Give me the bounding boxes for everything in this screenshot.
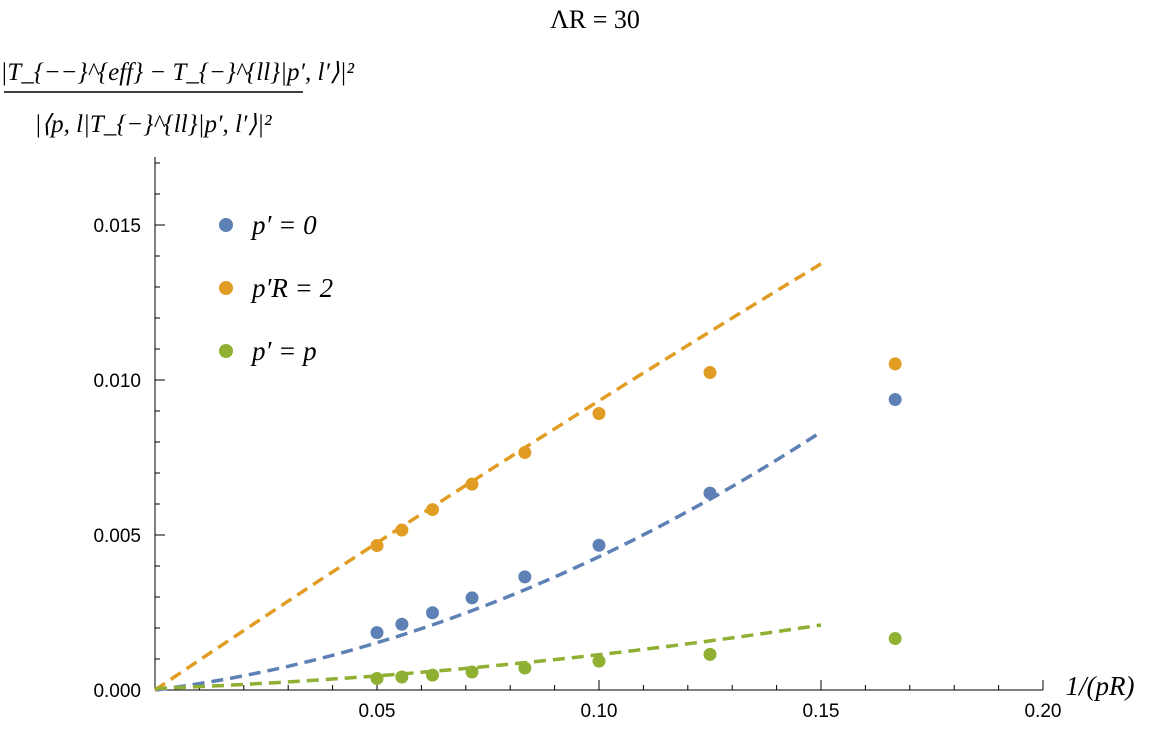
legend-marker xyxy=(219,218,233,232)
data-point-series-0 xyxy=(518,570,532,584)
data-point-series-2 xyxy=(703,647,717,661)
fit-lines xyxy=(154,262,822,692)
y-label-denominator: |⟨p, l|T_{−}^{ll}|p′, l′⟩|² xyxy=(34,111,272,138)
data-point-series-0 xyxy=(888,393,902,407)
y-label-numerator: |⟨p, l|T_{−−}^{eff} − T_{−}^{ll}|p′, l′⟩… xyxy=(0,59,355,86)
data-point-series-2 xyxy=(370,672,384,686)
data-point-series-2 xyxy=(888,632,902,646)
x-tick-label: 0.05 xyxy=(359,701,396,722)
data-point-series-0 xyxy=(395,617,409,631)
ticks: 0.05 0.10 0.15 0.20 0.000 0.005 0.010 0.015 xyxy=(93,162,1062,722)
data-point-series-1 xyxy=(592,406,606,420)
y-tick-label: 0.010 xyxy=(93,371,141,392)
legend-label: p′ = 0 xyxy=(250,210,317,240)
y-tick-label: 0.005 xyxy=(93,526,141,547)
data-point-series-0 xyxy=(426,606,439,620)
fit-line-series-0 xyxy=(154,430,822,692)
data-point-series-1 xyxy=(518,446,532,460)
fit-line-series-1 xyxy=(154,262,822,692)
data-points xyxy=(370,357,902,686)
data-point-series-0 xyxy=(370,626,384,640)
x-axis-label: 1/(pR) xyxy=(1066,671,1135,701)
data-point-series-2 xyxy=(592,654,606,668)
fit-line-series-2 xyxy=(154,623,822,691)
data-point-series-1 xyxy=(426,503,439,517)
data-point-series-1 xyxy=(465,477,479,491)
x-tick-label: 0.15 xyxy=(803,701,840,722)
legend: p′ = 0 p′R = 2 p′ = p xyxy=(219,210,333,366)
data-point-series-0 xyxy=(465,591,479,605)
data-point-series-1 xyxy=(395,523,409,537)
data-point-series-0 xyxy=(592,538,606,552)
chart-title: ΛR = 30 xyxy=(550,5,640,34)
y-tick-label: 0.015 xyxy=(93,216,141,237)
data-point-series-2 xyxy=(426,668,439,682)
data-point-series-1 xyxy=(888,357,902,371)
data-point-series-0 xyxy=(703,486,717,500)
data-point-series-2 xyxy=(518,661,532,675)
x-tick-label: 0.10 xyxy=(581,701,618,722)
legend-marker xyxy=(219,281,233,295)
legend-label: p′R = 2 xyxy=(250,273,333,303)
data-point-series-2 xyxy=(395,670,409,684)
legend-label: p′ = p xyxy=(250,336,317,366)
data-point-series-1 xyxy=(703,366,717,380)
y-tick-label: 0.000 xyxy=(93,681,141,702)
data-point-series-1 xyxy=(370,539,384,553)
y-axis-label: |⟨p, l|T_{−−}^{eff} − T_{−}^{ll}|p′, l′⟩… xyxy=(0,59,355,138)
x-tick-label: 0.20 xyxy=(1025,701,1062,722)
legend-marker xyxy=(219,344,233,358)
data-point-series-2 xyxy=(465,665,479,679)
